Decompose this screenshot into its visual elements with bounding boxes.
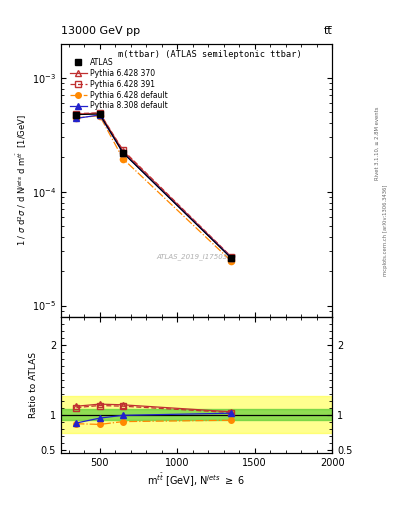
Text: Rivet 3.1.10, ≥ 2.8M events: Rivet 3.1.10, ≥ 2.8M events — [375, 106, 380, 180]
Text: mcplots.cern.ch [arXiv:1306.3436]: mcplots.cern.ch [arXiv:1306.3436] — [383, 185, 387, 276]
Text: tt̅: tt̅ — [323, 26, 332, 36]
Text: ATLAS_2019_I1750330: ATLAS_2019_I1750330 — [156, 253, 237, 260]
X-axis label: m$^{t\bar{t}}$ [GeV], N$^{jets}$ $\geq$ 6: m$^{t\bar{t}}$ [GeV], N$^{jets}$ $\geq$ … — [147, 472, 246, 489]
Text: 13000 GeV pp: 13000 GeV pp — [61, 26, 140, 36]
Y-axis label: 1 / $\sigma$ d$^2\sigma$ / d N$^{jets}$ d m$^{t\bar{t}}$  [1/GeV]: 1 / $\sigma$ d$^2\sigma$ / d N$^{jets}$ … — [15, 114, 29, 246]
Legend: ATLAS, Pythia 6.428 370, Pythia 6.428 391, Pythia 6.428 default, Pythia 8.308 de: ATLAS, Pythia 6.428 370, Pythia 6.428 39… — [68, 55, 171, 113]
Bar — [61, 409, 332, 420]
Text: m(ttbar) (ATLAS semileptonic ttbar): m(ttbar) (ATLAS semileptonic ttbar) — [118, 50, 302, 59]
Y-axis label: Ratio to ATLAS: Ratio to ATLAS — [29, 352, 38, 418]
Bar — [61, 396, 332, 433]
